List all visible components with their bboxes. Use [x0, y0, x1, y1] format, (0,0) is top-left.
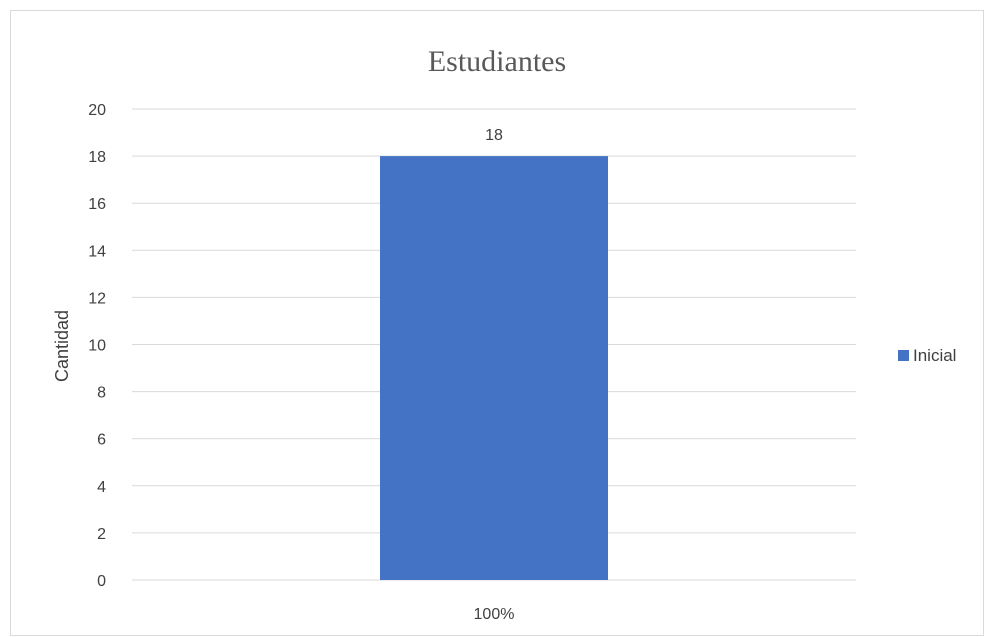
legend-label: Inicial — [913, 346, 956, 365]
y-axis-label: Cantidad — [52, 310, 72, 382]
y-tick-label: 6 — [97, 432, 106, 449]
y-tick-label: 2 — [97, 526, 106, 543]
y-tick-label: 8 — [97, 385, 106, 402]
chart-title: Estudiantes — [428, 45, 566, 78]
legend: Inicial — [898, 346, 956, 365]
y-tick-label: 20 — [88, 102, 106, 119]
y-tick-label: 16 — [88, 196, 106, 213]
data-label: 18 — [485, 127, 503, 144]
y-tick-label: 18 — [88, 149, 106, 166]
y-tick-label: 10 — [88, 338, 106, 355]
x-axis-ticks: 100% — [474, 606, 515, 623]
y-tick-label: 4 — [97, 479, 106, 496]
y-tick-label: 12 — [88, 290, 106, 307]
y-tick-label: 0 — [97, 573, 106, 590]
y-tick-label: 14 — [88, 243, 106, 260]
bars — [380, 156, 608, 580]
bar — [380, 156, 608, 580]
legend-swatch — [898, 350, 909, 361]
data-labels: 18 — [485, 127, 503, 144]
y-axis-ticks: 0 2 4 6 8 10 12 14 16 18 20 — [88, 102, 106, 590]
x-tick-label: 100% — [474, 606, 515, 623]
